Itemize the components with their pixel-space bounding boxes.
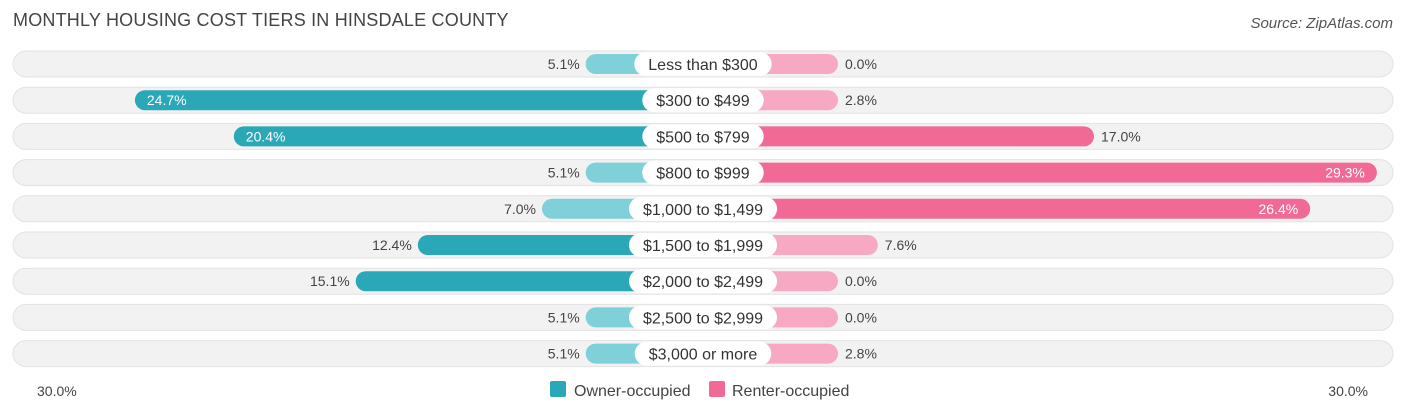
legend-owner-label: Owner-occupied bbox=[574, 383, 691, 400]
source-note: Source: ZipAtlas.com bbox=[1250, 15, 1393, 32]
category-pill bbox=[634, 341, 772, 366]
category-pill bbox=[628, 196, 778, 221]
category-label: $3,000 or more bbox=[649, 347, 758, 364]
owner-bar bbox=[233, 126, 704, 147]
renter-value-label: 17.0% bbox=[1101, 128, 1141, 144]
renter-value-label: 26.4% bbox=[1258, 201, 1298, 217]
category-pill bbox=[628, 233, 778, 257]
axis-left-label: 30.0% bbox=[37, 383, 77, 399]
category-label: $2,000 to $2,499 bbox=[643, 274, 763, 291]
owner-value-label: 24.7% bbox=[147, 92, 187, 108]
renter-value-label: 29.3% bbox=[1325, 165, 1365, 181]
renter-bar bbox=[703, 126, 1094, 147]
category-label: $1,500 to $1,999 bbox=[643, 238, 763, 255]
owner-value-label: 5.1% bbox=[548, 346, 580, 362]
category-label: Less than $300 bbox=[648, 57, 758, 74]
renter-value-label: 2.8% bbox=[845, 92, 877, 108]
axis-right-label: 30.0% bbox=[1328, 383, 1368, 399]
chart-title: MONTHLY HOUSING COST TIERS IN HINSDALE C… bbox=[13, 10, 509, 30]
renter-value-label: 0.0% bbox=[845, 273, 877, 289]
renter-bar bbox=[703, 198, 1311, 219]
owner-value-label: 12.4% bbox=[372, 237, 412, 253]
category-label: $1,000 to $1,499 bbox=[643, 202, 763, 219]
legend-owner-swatch bbox=[550, 381, 566, 397]
owner-value-label: 7.0% bbox=[504, 201, 536, 217]
owner-value-label: 15.1% bbox=[310, 273, 350, 289]
owner-value-label: 5.1% bbox=[548, 56, 580, 72]
category-label: $500 to $799 bbox=[656, 129, 750, 146]
category-label: $2,500 to $2,999 bbox=[643, 310, 763, 327]
renter-value-label: 0.0% bbox=[845, 309, 877, 325]
category-pill bbox=[642, 88, 764, 113]
owner-value-label: 5.1% bbox=[548, 165, 580, 181]
owner-value-label: 20.4% bbox=[246, 128, 286, 144]
legend-renter-label: Renter-occupied bbox=[732, 383, 849, 400]
renter-value-label: 7.6% bbox=[885, 237, 917, 253]
category-label: $300 to $499 bbox=[656, 93, 750, 110]
category-pill bbox=[642, 124, 764, 149]
renter-value-label: 0.0% bbox=[845, 56, 877, 72]
category-pill bbox=[634, 52, 772, 76]
category-label: $800 to $999 bbox=[656, 166, 750, 183]
category-pill bbox=[642, 160, 764, 185]
owner-value-label: 5.1% bbox=[548, 309, 580, 325]
renter-bar bbox=[703, 162, 1377, 183]
category-pill bbox=[628, 305, 778, 330]
renter-value-label: 2.8% bbox=[845, 346, 877, 362]
owner-bar bbox=[355, 271, 703, 292]
legend-renter-swatch bbox=[709, 381, 725, 397]
category-pill bbox=[628, 269, 778, 294]
owner-bar bbox=[134, 90, 703, 111]
